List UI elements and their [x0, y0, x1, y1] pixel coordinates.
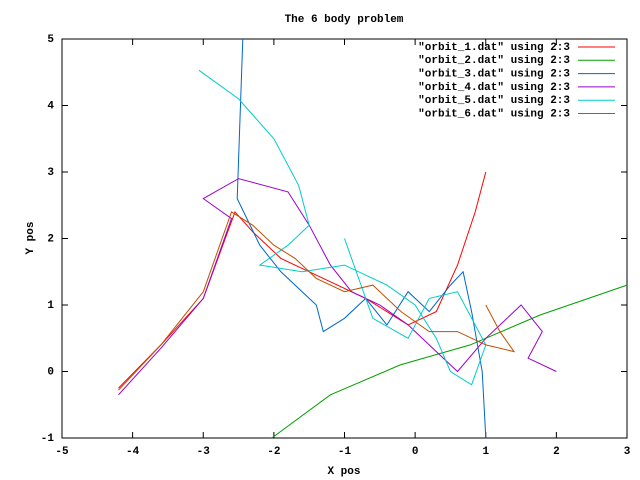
orbit-line — [198, 69, 487, 386]
y-tick-label: 4 — [47, 100, 54, 112]
orbit-line — [118, 178, 557, 396]
y-tick-label: 0 — [47, 366, 54, 378]
y-tick-label: 3 — [47, 167, 54, 179]
orbit-line — [236, 38, 487, 439]
legend-label: "orbit_3.dat" using 2:3 — [418, 69, 570, 81]
orbit-line — [118, 211, 516, 391]
chart-title: The 6 body problem — [285, 14, 404, 26]
x-tick-label: 2 — [553, 446, 560, 458]
x-tick-label: -3 — [197, 446, 211, 458]
x-tick-label: 3 — [624, 446, 631, 458]
y-tick-label: -1 — [41, 433, 55, 445]
x-tick-label: 1 — [482, 446, 489, 458]
legend-label: "orbit_1.dat" using 2:3 — [418, 42, 570, 54]
y-tick-label: 2 — [47, 233, 54, 245]
x-axis-label: X pos — [327, 466, 360, 478]
y-tick-label: 1 — [47, 300, 54, 312]
y-axis-label: Y pos — [25, 221, 37, 254]
legend-label: "orbit_2.dat" using 2:3 — [418, 55, 570, 67]
legend-label: "orbit_6.dat" using 2:3 — [418, 108, 570, 120]
legend-label: "orbit_4.dat" using 2:3 — [418, 82, 570, 94]
x-tick-label: -1 — [338, 446, 352, 458]
y-tick-label: 5 — [47, 34, 54, 46]
orbit-line — [271, 284, 628, 439]
x-tick-label: -5 — [55, 446, 69, 458]
legend-label: "orbit_5.dat" using 2:3 — [418, 95, 570, 107]
x-tick-label: -2 — [267, 446, 280, 458]
x-tick-label: 0 — [412, 446, 419, 458]
x-tick-label: -4 — [126, 446, 140, 458]
